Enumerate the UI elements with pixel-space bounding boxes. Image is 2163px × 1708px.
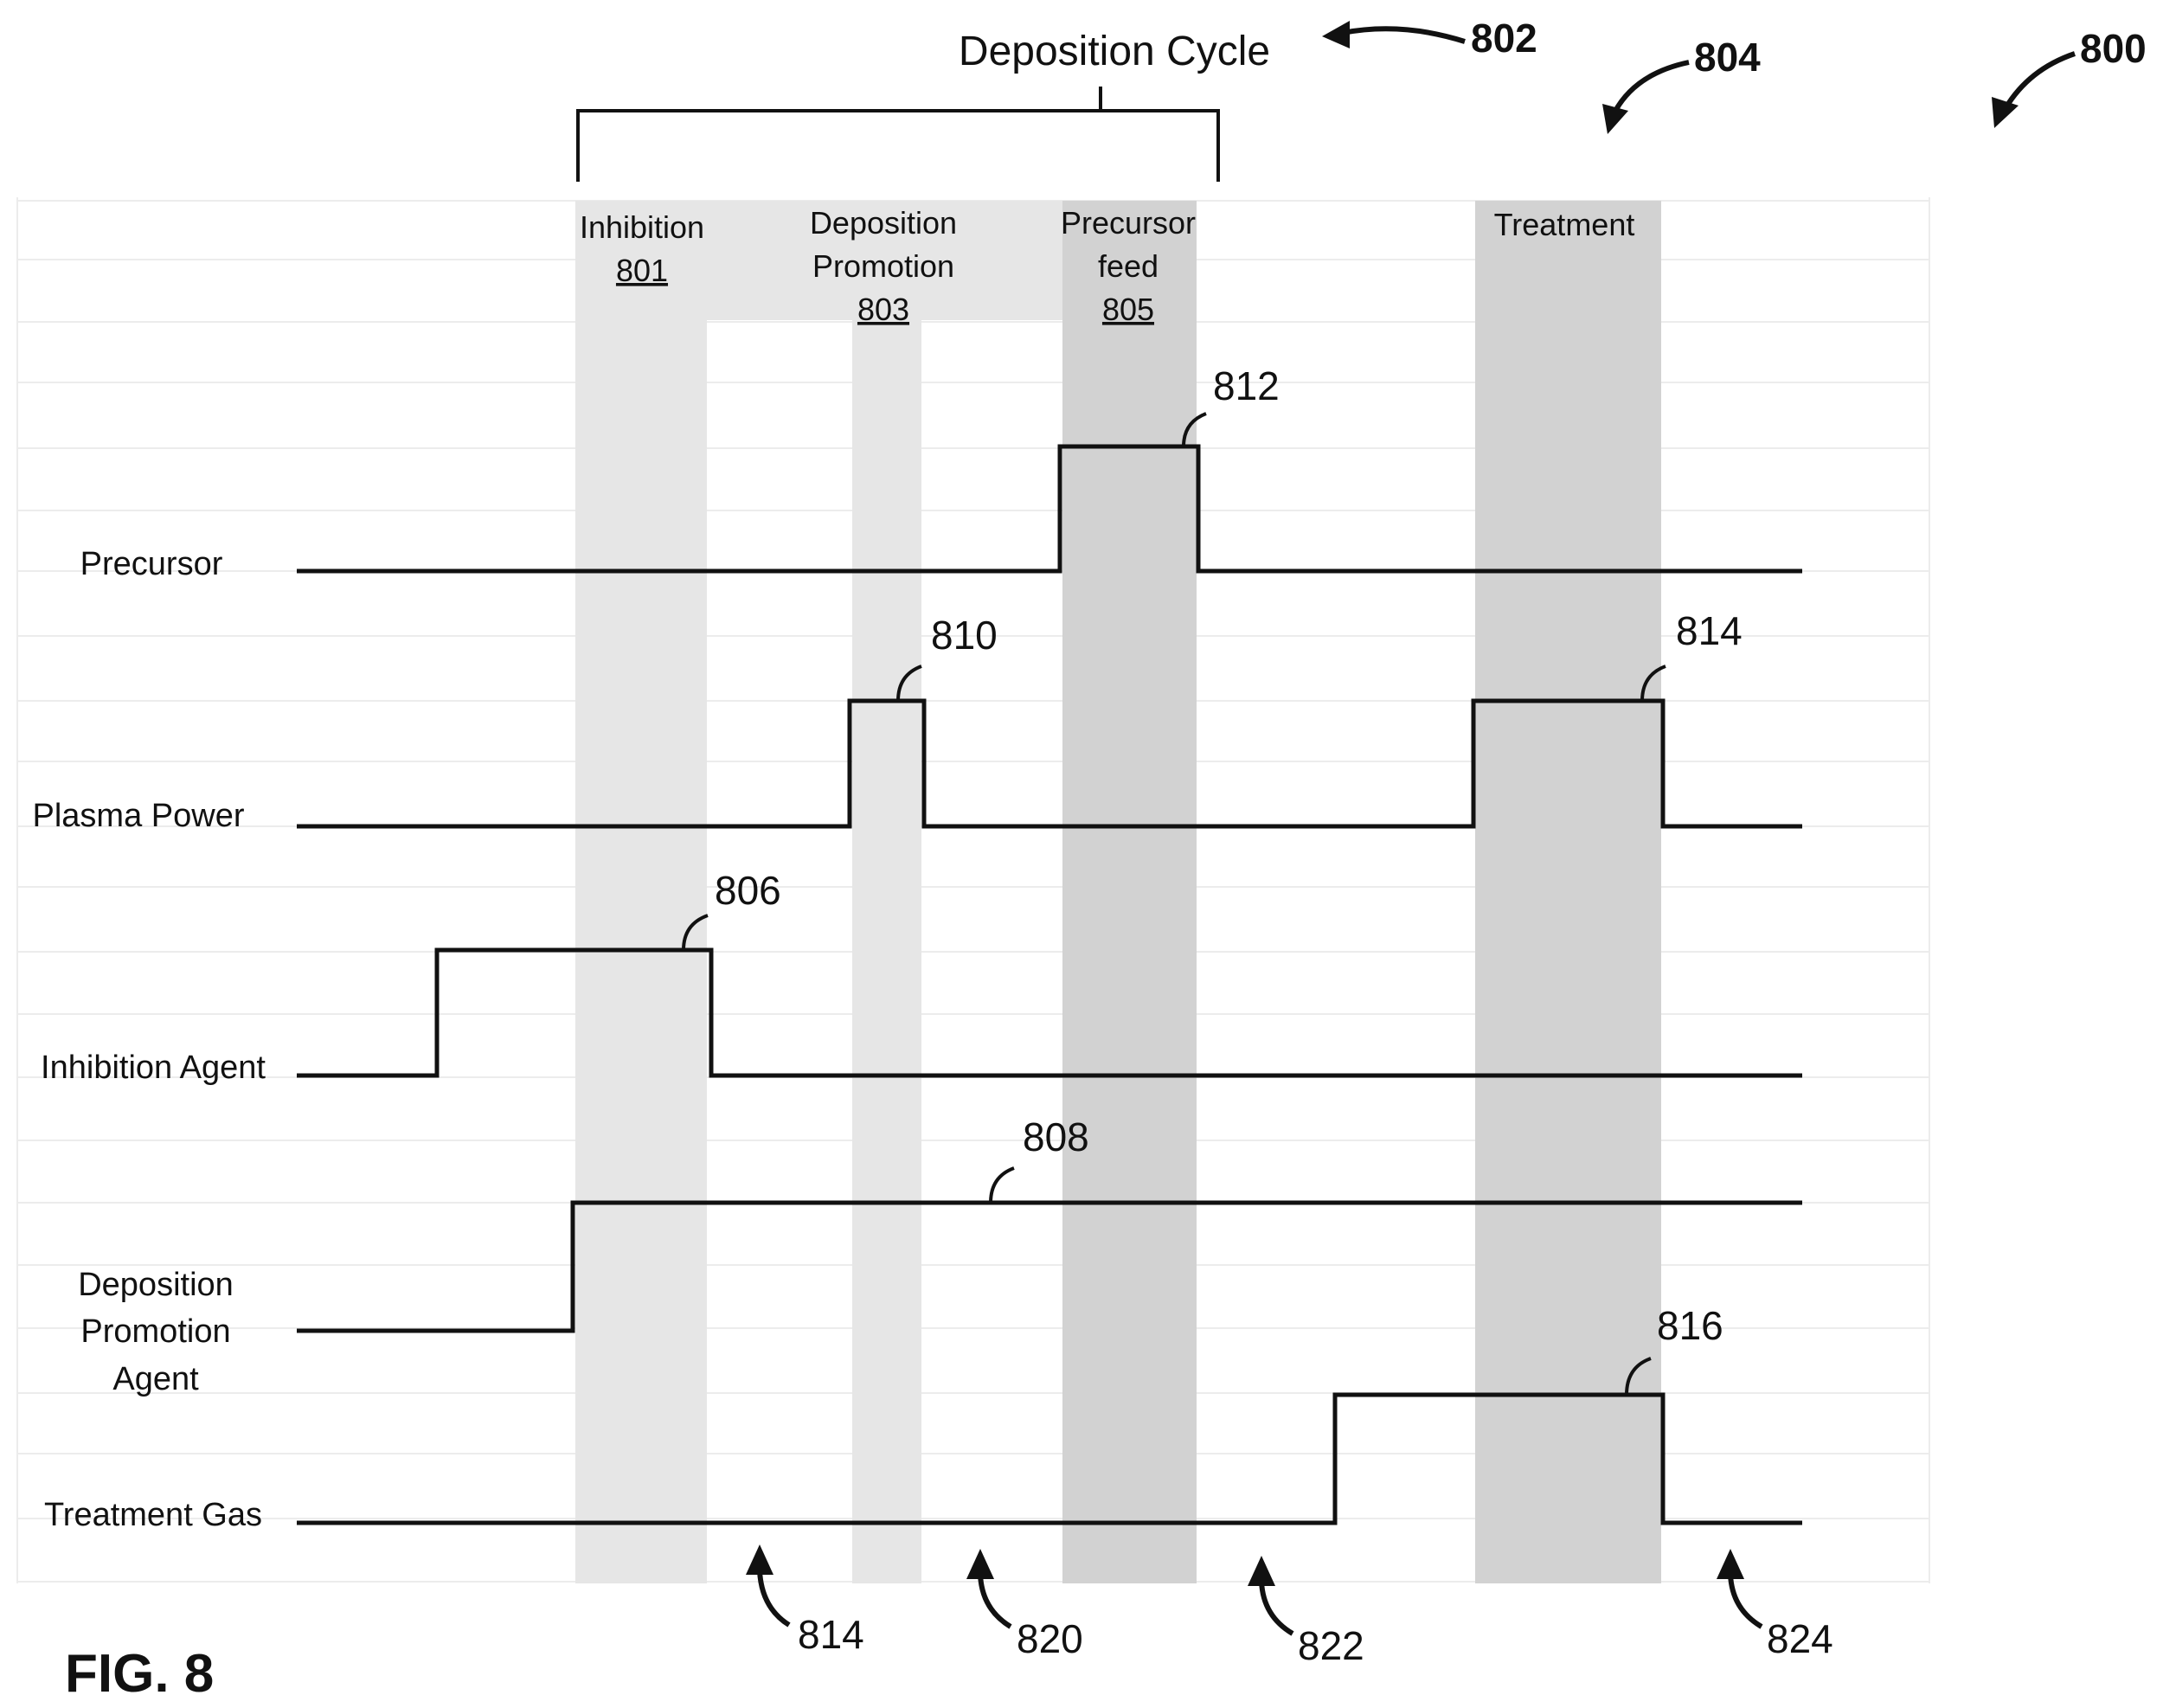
ref-814-top: 814 [1676,608,1743,653]
phase-title-precursor-feed-line2: feed [1098,248,1159,284]
phase-band-treatment [1475,201,1661,1583]
phase-title-deposition-promotion-line2: Promotion [812,248,954,284]
ref-822: 822 [1298,1623,1364,1668]
arrowhead-820 [966,1549,994,1579]
phase-band-deposition-promotion [707,201,1062,1583]
phase-ref-805: 805 [1102,292,1154,327]
ref-800: 800 [2080,26,2147,71]
arrow-814-bottom [757,1570,791,1628]
phase-title-treatment: Treatment [1494,207,1635,242]
ref-808: 808 [1023,1114,1089,1159]
leader-806 [682,914,709,951]
arrow-822 [1259,1581,1294,1636]
ref-802: 802 [1471,16,1537,61]
label-treatment-gas: Treatment Gas [44,1497,262,1533]
cycle-bracket [576,87,1220,182]
label-deposition-promotion-agent-line3: Agent [112,1361,199,1397]
leader-810 [896,665,922,702]
phase-title-precursor-feed-line1: Precursor [1061,205,1196,241]
arrowhead-814-bottom [746,1544,773,1575]
leader-808 [989,1166,1015,1204]
ref-816: 816 [1657,1303,1723,1348]
arrow-824 [1728,1574,1763,1629]
label-inhibition-agent: Inhibition Agent [41,1050,266,1086]
ref-814-bottom: 814 [798,1612,864,1657]
ref-800-arrow [2003,51,2076,110]
ref-824: 824 [1767,1616,1833,1661]
phase-title-precursor-feed: Precursor feed 805 [1061,205,1196,327]
ref-802-arrow [1342,26,1466,44]
label-deposition-promotion-agent: Deposition Promotion Agent [78,1267,234,1397]
leader-812 [1182,412,1207,447]
arrow-820 [978,1574,1012,1629]
waveform-treatment-gas [297,1392,1802,1525]
ref-810: 810 [931,613,998,658]
phase-band-precursor-feed [1062,201,1197,1583]
leader-814-top [1640,665,1666,702]
phase-band-inhibition [575,201,707,1583]
label-plasma-power: Plasma Power [33,798,245,834]
arrowhead-822 [1248,1556,1275,1586]
waveform-deposition-promotion-agent [297,1200,1802,1333]
ref-812: 812 [1213,363,1280,408]
phase-title-deposition-promotion: Deposition Promotion 803 [810,205,957,327]
phase-title-inhibition-text: Inhibition [580,209,704,245]
cycle-label: Deposition Cycle [959,29,1270,74]
ref-804-arrow [1612,60,1690,114]
ref-820: 820 [1017,1616,1083,1661]
ref-804: 804 [1694,35,1761,80]
label-precursor: Precursor [80,546,223,582]
phase-title-inhibition: Inhibition 801 [580,209,704,288]
waveform-inhibition-agent [297,947,1802,1078]
phase-bands [575,201,1661,1583]
phase-title-deposition-promotion-line1: Deposition [810,205,957,241]
ref-804-arrowhead [1602,104,1628,134]
ref-806: 806 [715,868,781,913]
label-deposition-promotion-agent-line2: Promotion [80,1313,230,1350]
phase-ref-803: 803 [857,292,909,327]
waveform-precursor [297,444,1802,574]
waveform-plasma-power [297,698,1802,829]
ref-800-arrowhead [1992,97,2019,128]
leader-816 [1625,1357,1652,1396]
label-deposition-promotion-agent-line1: Deposition [78,1267,234,1303]
phase-ref-801: 801 [616,253,668,288]
ref-802-arrowhead [1322,21,1350,48]
arrowhead-824 [1717,1549,1744,1579]
figure-label: FIG. 8 [65,1644,214,1704]
